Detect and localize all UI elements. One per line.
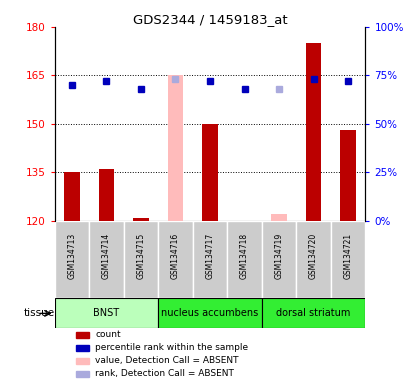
- Text: GSM134718: GSM134718: [240, 232, 249, 278]
- Bar: [271, 214, 287, 221]
- Title: GDS2344 / 1459183_at: GDS2344 / 1459183_at: [133, 13, 287, 26]
- FancyBboxPatch shape: [158, 298, 262, 328]
- FancyBboxPatch shape: [55, 298, 158, 328]
- Text: GSM134716: GSM134716: [171, 232, 180, 279]
- FancyBboxPatch shape: [123, 221, 158, 298]
- Bar: [76, 358, 89, 364]
- Text: value, Detection Call = ABSENT: value, Detection Call = ABSENT: [95, 356, 239, 365]
- Text: GSM134715: GSM134715: [136, 232, 145, 279]
- FancyBboxPatch shape: [297, 221, 331, 298]
- Text: dorsal striatum: dorsal striatum: [276, 308, 351, 318]
- Bar: [64, 172, 80, 221]
- Text: GSM134713: GSM134713: [67, 232, 76, 279]
- FancyBboxPatch shape: [55, 221, 89, 298]
- Bar: [76, 371, 89, 377]
- Bar: [133, 217, 149, 221]
- Text: GSM134721: GSM134721: [344, 232, 353, 278]
- Text: GSM134719: GSM134719: [275, 232, 284, 279]
- Bar: [76, 345, 89, 351]
- Bar: [340, 130, 356, 221]
- FancyBboxPatch shape: [89, 221, 123, 298]
- Bar: [76, 332, 89, 338]
- Text: rank, Detection Call = ABSENT: rank, Detection Call = ABSENT: [95, 369, 234, 378]
- Bar: [99, 169, 114, 221]
- FancyBboxPatch shape: [158, 221, 193, 298]
- Bar: [168, 75, 183, 221]
- Text: GSM134714: GSM134714: [102, 232, 111, 279]
- Text: tissue: tissue: [24, 308, 55, 318]
- Text: percentile rank within the sample: percentile rank within the sample: [95, 343, 248, 353]
- FancyBboxPatch shape: [262, 298, 365, 328]
- Text: BNST: BNST: [93, 308, 119, 318]
- FancyBboxPatch shape: [331, 221, 365, 298]
- Bar: [202, 124, 218, 221]
- FancyBboxPatch shape: [262, 221, 297, 298]
- Text: GSM134720: GSM134720: [309, 232, 318, 279]
- FancyBboxPatch shape: [227, 221, 262, 298]
- Text: GSM134717: GSM134717: [205, 232, 215, 279]
- FancyBboxPatch shape: [193, 221, 227, 298]
- Text: count: count: [95, 330, 121, 339]
- Bar: [306, 43, 321, 221]
- Text: nucleus accumbens: nucleus accumbens: [161, 308, 259, 318]
